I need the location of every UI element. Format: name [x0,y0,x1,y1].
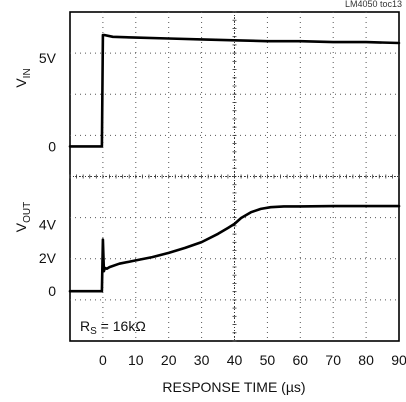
x-axis-title: RESPONSE TIME (µs) [162,379,305,395]
x-tick-label: 10 [128,352,144,368]
x-axis: 0 10 20 30 40 50 60 70 80 90 [99,352,406,368]
rs-annotation-sub: S [90,326,97,337]
vin-tick-label: 0 [48,138,56,154]
vin-axis-title-base: V [13,78,29,88]
vout-tick-label: 0 [48,283,56,299]
x-tick-label: 40 [227,352,243,368]
x-tick-label: 90 [391,352,406,368]
chart-tag: LM4050 toc13 [345,0,402,9]
vin-axis-title: VIN [13,68,33,87]
series-layer [68,33,401,293]
rs-annotation: RS = 16kΩ [80,318,146,337]
vout-axis-title: VOUT [13,202,33,232]
y-axis-vout: 4V 2V 0 [39,217,57,299]
vin-axis-title-sub: IN [22,68,33,78]
vout-tick-label: 4V [39,217,57,233]
vin-tick-label: 5V [39,50,57,66]
x-tick-label: 80 [358,352,374,368]
rs-annotation-base: R [80,318,90,334]
rs-annotation-rest: = 16kΩ [97,318,146,334]
y-axis-vin: 5V 0 [39,50,57,154]
vout-tick-label: 2V [39,250,57,266]
x-tick-label: 70 [325,352,341,368]
x-tick-label: 0 [99,352,107,368]
vout-axis-title-base: V [13,222,29,232]
x-tick-label: 60 [293,352,309,368]
vout-trace [68,204,401,293]
x-tick-label: 50 [260,352,276,368]
vout-axis-title-sub: OUT [22,202,33,223]
x-tick-label: 20 [161,352,177,368]
grid [69,11,400,342]
vin-trace [68,33,401,148]
x-tick-label: 30 [194,352,210,368]
